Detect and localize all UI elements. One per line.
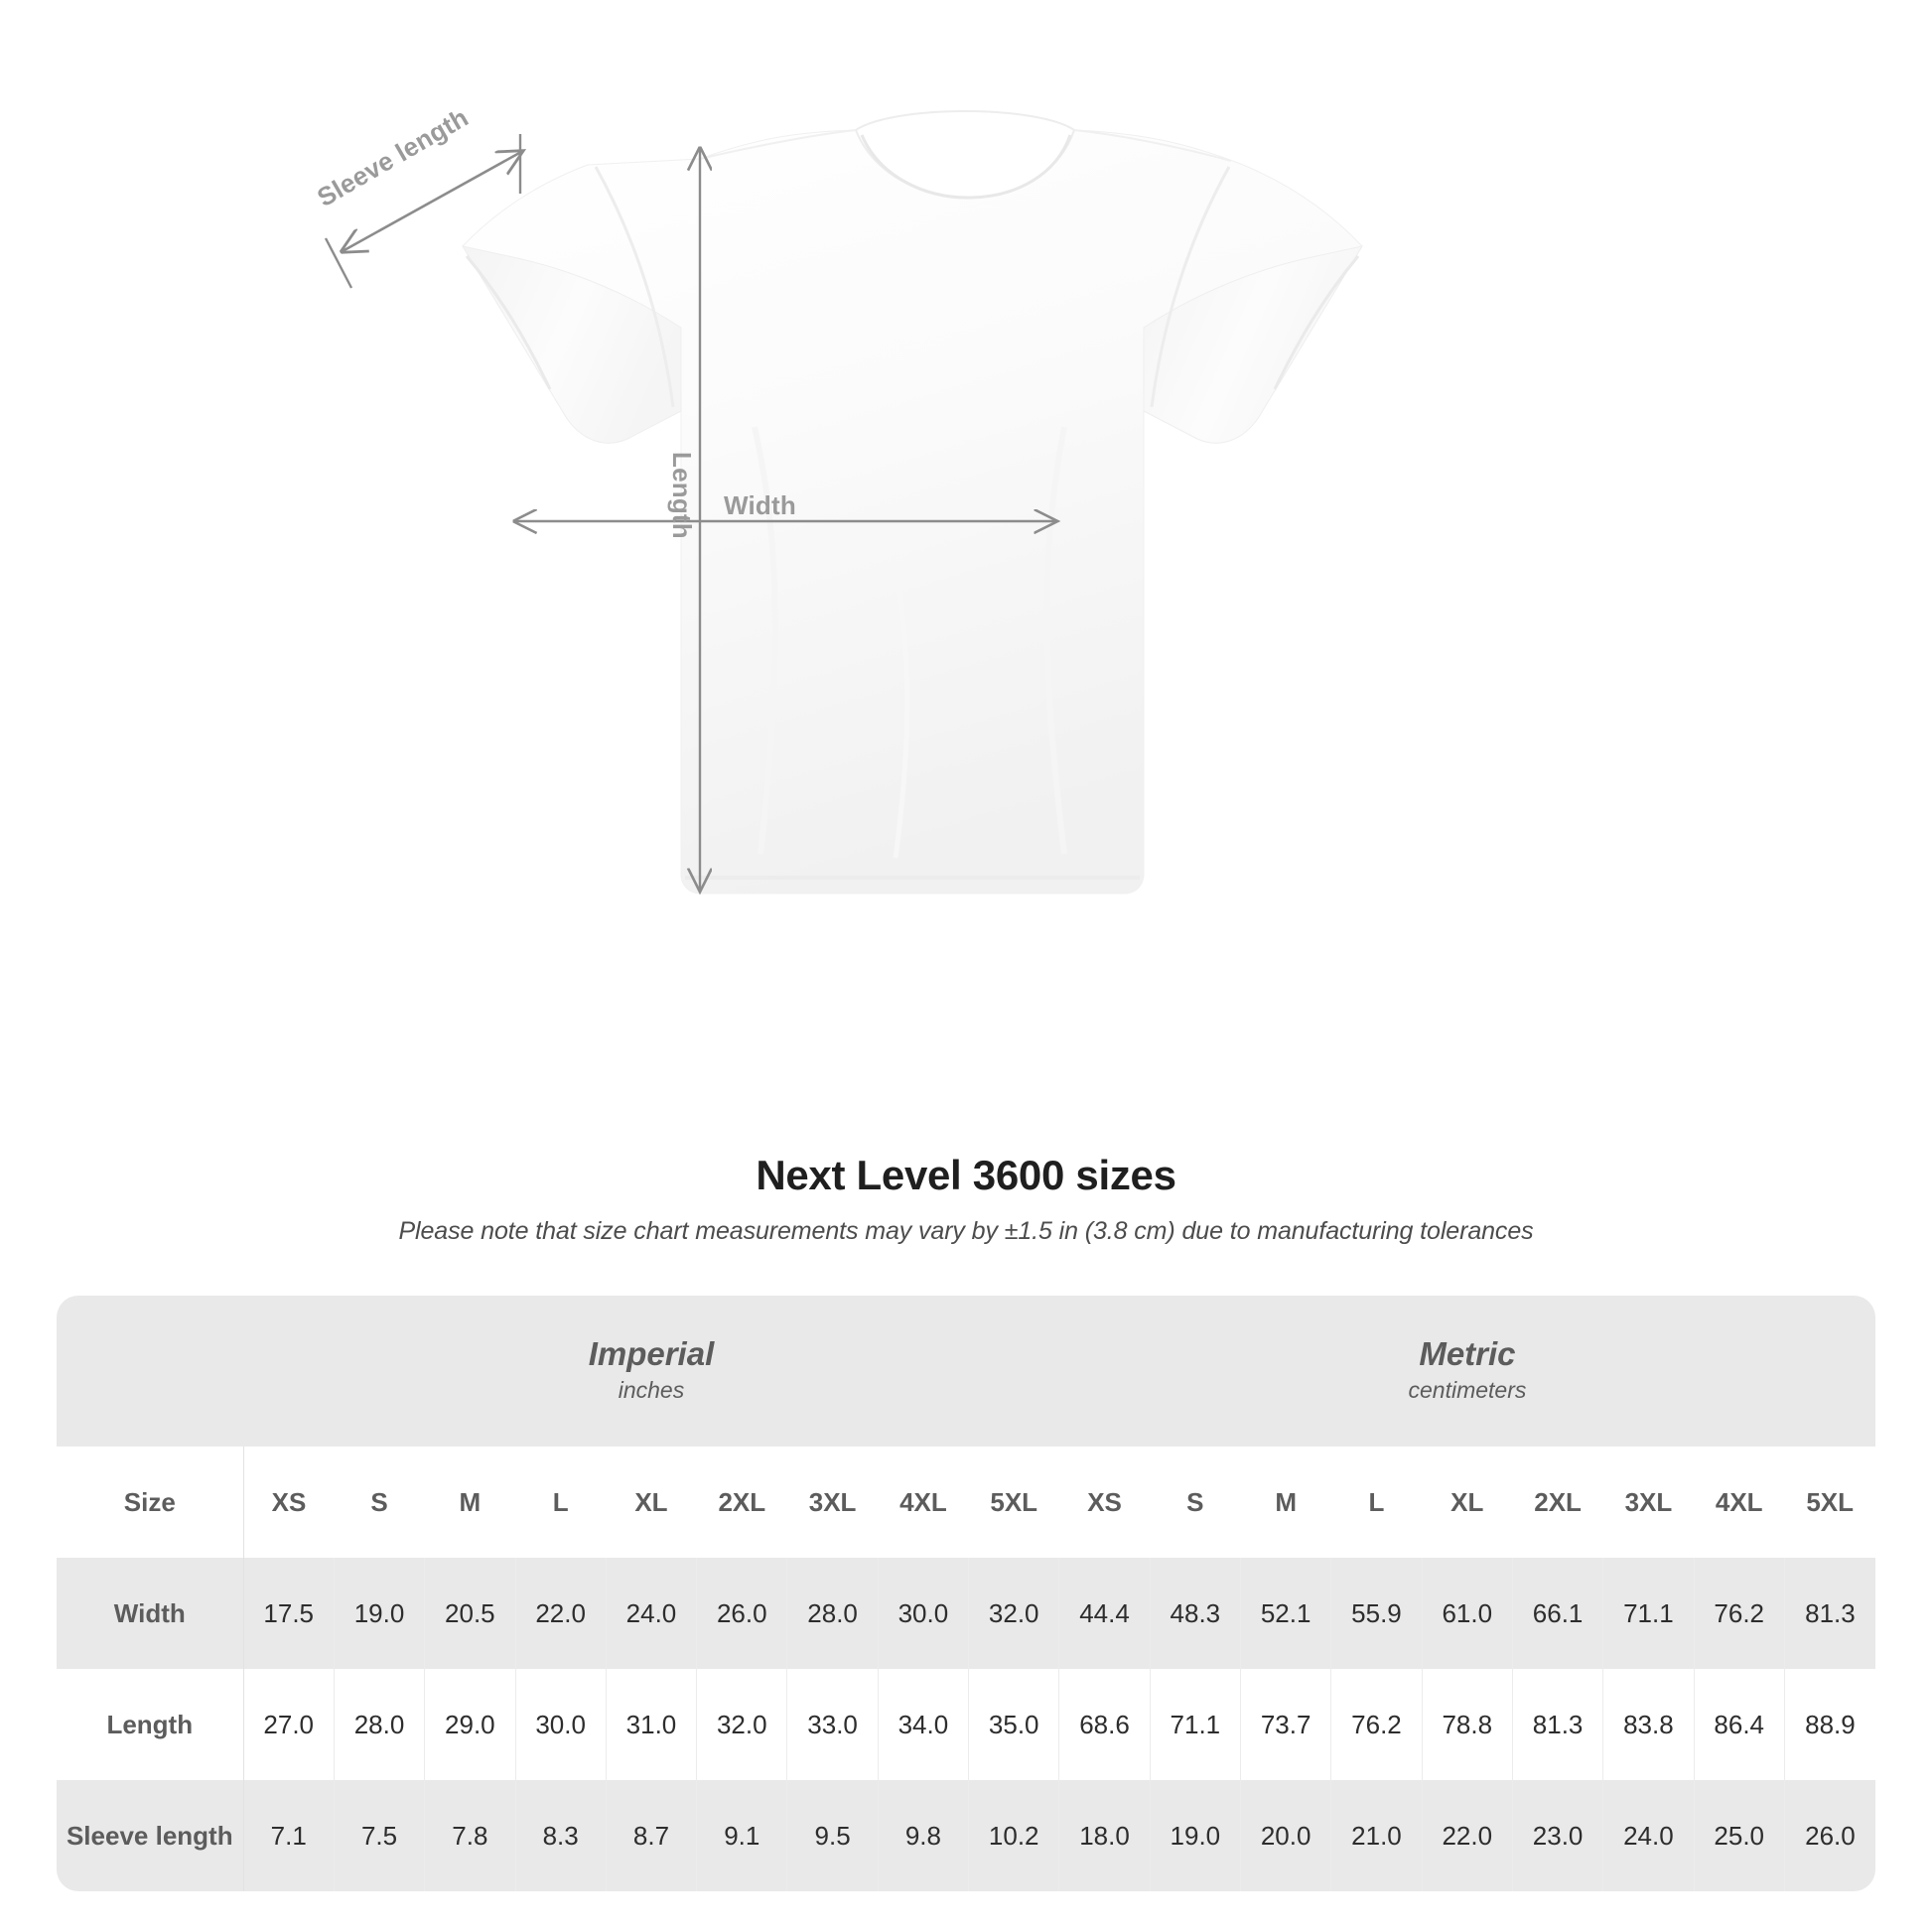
cell-width-xs-imperial: 17.5: [243, 1558, 335, 1669]
cell-length-5xl-imperial: 35.0: [968, 1669, 1060, 1780]
tolerance-note: Please note that size chart measurements…: [398, 1217, 1534, 1245]
cell-width-4xl-metric: 76.2: [1694, 1558, 1785, 1669]
row-label-length: Length: [57, 1669, 244, 1780]
cell-length-2xl-imperial: 32.0: [696, 1669, 788, 1780]
cell-width-4xl-imperial: 30.0: [878, 1558, 970, 1669]
table-row: Sleeve length 7.1 7.5 7.8 8.3 8.7 9.1 9.5 9.8 10.…: [57, 1780, 1875, 1891]
cell-length-4xl-metric: 86.4: [1694, 1669, 1785, 1780]
cell-length-xl-imperial: 31.0: [606, 1669, 698, 1780]
cell-sleeve-length-2xl-imperial: 9.1: [696, 1780, 788, 1891]
width-label: Width: [724, 490, 796, 520]
cell-length-3xl-metric: 83.8: [1602, 1669, 1695, 1780]
unit-header-row: Imperial inches Metric centimeters: [57, 1296, 1875, 1447]
size-column-header-2xl-imperial: 2XL: [696, 1447, 787, 1558]
cell-sleeve-length-xl-metric: 22.0: [1422, 1780, 1513, 1891]
shirt-body-shape: [461, 109, 1364, 895]
size-column-header-4xl-imperial: 4XL: [878, 1447, 969, 1558]
size-chart-table-wrapper: Imperial inches Metric centimeters Size XS S M L…: [57, 1296, 1875, 1891]
cell-length-l-imperial: 30.0: [515, 1669, 607, 1780]
row-label-width: Width: [57, 1558, 244, 1669]
sleeve-length-arrow: [324, 134, 521, 289]
cell-sleeve-length-l-metric: 21.0: [1330, 1780, 1423, 1891]
cell-width-3xl-metric: 71.1: [1602, 1558, 1695, 1669]
cell-length-xl-metric: 78.8: [1422, 1669, 1513, 1780]
size-column-header-xl-imperial: XL: [606, 1447, 697, 1558]
unit-name: Metric: [1419, 1334, 1516, 1372]
tshirt-measurement-diagram: Sleeve length Length Width: [312, 102, 1364, 1152]
size-column-header-3xl-imperial: 3XL: [786, 1447, 879, 1558]
cell-sleeve-length-l-imperial: 8.3: [515, 1780, 607, 1891]
cell-length-l-metric: 76.2: [1330, 1669, 1423, 1780]
cell-width-5xl-imperial: 32.0: [968, 1558, 1060, 1669]
cell-sleeve-length-2xl-metric: 23.0: [1512, 1780, 1604, 1891]
cell-width-xl-metric: 61.0: [1422, 1558, 1513, 1669]
unit-header-corner: [57, 1296, 244, 1447]
cell-length-xs-imperial: 27.0: [243, 1669, 335, 1780]
cell-sleeve-length-xs-imperial: 7.1: [243, 1780, 335, 1891]
cell-length-m-metric: 73.7: [1240, 1669, 1332, 1780]
size-column-header-5xl-metric: 5XL: [1784, 1447, 1875, 1558]
table-row: Length 27.0 28.0 29.0 30.0 31.0 32.0 33.0 34.0 35…: [57, 1669, 1875, 1780]
title-block: Next Level 3600 sizes Please note that s…: [0, 1152, 1932, 1246]
cell-width-m-imperial: 20.5: [424, 1558, 516, 1669]
cell-sleeve-length-5xl-imperial: 10.2: [968, 1780, 1060, 1891]
size-chart-table: Imperial inches Metric centimeters Size XS S M L…: [57, 1296, 1875, 1891]
page-title: Next Level 3600 sizes: [756, 1152, 1176, 1198]
size-column-header-m-imperial: M: [424, 1447, 515, 1558]
cell-sleeve-length-xl-imperial: 8.7: [606, 1780, 698, 1891]
cell-width-l-imperial: 22.0: [515, 1558, 607, 1669]
cell-width-xl-imperial: 24.0: [606, 1558, 698, 1669]
cell-length-m-imperial: 29.0: [424, 1669, 516, 1780]
size-column-header-2xl-metric: 2XL: [1512, 1447, 1603, 1558]
unit-name: Imperial: [588, 1334, 715, 1372]
length-label: Length: [667, 452, 697, 539]
size-column-header-5xl-imperial: 5XL: [968, 1447, 1059, 1558]
cell-width-m-metric: 52.1: [1240, 1558, 1332, 1669]
unit-header-imperial: Imperial inches: [243, 1296, 1059, 1447]
cell-width-2xl-imperial: 26.0: [696, 1558, 788, 1669]
table-row: Width 17.5 19.0 20.5 22.0 24.0 26.0 28.0 30.0 32.…: [57, 1558, 1875, 1669]
size-column-header-s-imperial: S: [334, 1447, 425, 1558]
size-column-header-xs-metric: XS: [1058, 1447, 1151, 1558]
unit-subtitle: centimeters: [1408, 1376, 1527, 1403]
size-header-row: Size XS S M L XL 2XL 3XL 4XL 5XL XS S M L XL 2XL 3XL 4XL 5…: [57, 1447, 1875, 1558]
tshirt-illustration: [324, 109, 1364, 1152]
cell-length-s-imperial: 28.0: [334, 1669, 426, 1780]
cell-width-3xl-imperial: 28.0: [786, 1558, 879, 1669]
size-column-header-xs-imperial: XS: [243, 1447, 335, 1558]
cell-length-3xl-imperial: 33.0: [786, 1669, 879, 1780]
cell-sleeve-length-4xl-metric: 25.0: [1694, 1780, 1785, 1891]
cell-length-xs-metric: 68.6: [1058, 1669, 1151, 1780]
cell-sleeve-length-m-metric: 20.0: [1240, 1780, 1332, 1891]
size-column-header-3xl-metric: 3XL: [1602, 1447, 1695, 1558]
size-column-header-s-metric: S: [1150, 1447, 1241, 1558]
cell-width-2xl-metric: 66.1: [1512, 1558, 1604, 1669]
cell-length-4xl-imperial: 34.0: [878, 1669, 970, 1780]
size-header-label: Size: [57, 1447, 244, 1558]
size-column-header-4xl-metric: 4XL: [1694, 1447, 1785, 1558]
cell-width-s-imperial: 19.0: [334, 1558, 426, 1669]
cell-sleeve-length-xs-metric: 18.0: [1058, 1780, 1151, 1891]
unit-subtitle: inches: [618, 1376, 685, 1403]
size-column-header-m-metric: M: [1240, 1447, 1331, 1558]
cell-sleeve-length-3xl-imperial: 9.5: [786, 1780, 879, 1891]
cell-length-2xl-metric: 81.3: [1512, 1669, 1604, 1780]
row-label-sleeve-length: Sleeve length: [57, 1780, 244, 1891]
cell-sleeve-length-s-metric: 19.0: [1150, 1780, 1242, 1891]
cell-width-s-metric: 48.3: [1150, 1558, 1242, 1669]
size-column-header-l-metric: L: [1330, 1447, 1423, 1558]
cell-length-5xl-metric: 88.9: [1784, 1669, 1875, 1780]
cell-sleeve-length-m-imperial: 7.8: [424, 1780, 516, 1891]
cell-sleeve-length-5xl-metric: 26.0: [1784, 1780, 1875, 1891]
cell-sleeve-length-4xl-imperial: 9.8: [878, 1780, 970, 1891]
cell-sleeve-length-3xl-metric: 24.0: [1602, 1780, 1695, 1891]
cell-width-5xl-metric: 81.3: [1784, 1558, 1875, 1669]
size-column-header-xl-metric: XL: [1422, 1447, 1513, 1558]
unit-header-metric: Metric centimeters: [1058, 1296, 1875, 1447]
cell-sleeve-length-s-imperial: 7.5: [334, 1780, 426, 1891]
size-column-header-l-imperial: L: [515, 1447, 607, 1558]
cell-width-xs-metric: 44.4: [1058, 1558, 1151, 1669]
cell-length-s-metric: 71.1: [1150, 1669, 1242, 1780]
cell-width-l-metric: 55.9: [1330, 1558, 1423, 1669]
